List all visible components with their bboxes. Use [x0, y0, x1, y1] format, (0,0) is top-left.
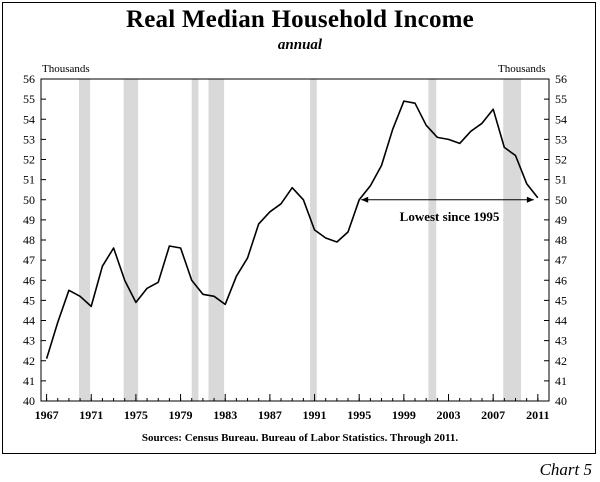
x-tick-label-2007: 2007	[481, 408, 505, 422]
x-tick-label-1987: 1987	[258, 408, 282, 422]
y-tick-label-right-51: 51	[555, 173, 567, 187]
y-tick-label-right-42: 42	[555, 354, 567, 368]
y-tick-label-right-53: 53	[555, 132, 567, 146]
y-tick-label-left-42: 42	[23, 354, 35, 368]
x-tick-label-1983: 1983	[213, 408, 237, 422]
x-tick-label-1995: 1995	[347, 408, 371, 422]
recession-band-3	[208, 79, 225, 401]
y-tick-label-right-54: 54	[555, 112, 567, 126]
y-tick-label-right-50: 50	[555, 193, 567, 207]
y-tick-label-left-45: 45	[23, 293, 35, 307]
y-axis-unit-right: Thousands	[498, 63, 546, 75]
y-tick-label-right-47: 47	[555, 253, 567, 267]
x-tick-label-2003: 2003	[437, 408, 461, 422]
y-tick-label-right-55: 55	[555, 92, 567, 106]
recession-band-2	[191, 79, 199, 401]
source-note: Sources: Census Bureau. Bureau of Labor …	[141, 432, 459, 444]
y-tick-label-right-52: 52	[555, 153, 567, 167]
recession-band-4	[310, 79, 317, 401]
y-tick-label-right-45: 45	[555, 293, 567, 307]
y-tick-label-left-40: 40	[23, 394, 35, 408]
y-tick-label-right-46: 46	[555, 273, 567, 287]
recession-band-6	[503, 79, 522, 401]
y-tick-label-right-49: 49	[555, 213, 567, 227]
y-tick-label-left-47: 47	[23, 253, 35, 267]
y-tick-label-left-55: 55	[23, 92, 35, 106]
plot-area-border	[40, 78, 550, 402]
series-line-income	[45, 100, 539, 359]
y-tick-label-left-44: 44	[23, 314, 35, 328]
y-tick-label-left-41: 41	[23, 374, 35, 388]
y-tick-label-right-44: 44	[555, 314, 567, 328]
recession-band-5	[428, 79, 437, 401]
annotation-arrowhead-right	[526, 196, 534, 203]
chart-frame	[2, 2, 596, 454]
y-tick-label-left-46: 46	[23, 273, 35, 287]
chart-title: Real Median Household Income	[126, 6, 474, 33]
y-tick-label-left-56: 56	[23, 72, 35, 86]
chart-subtitle: annual	[277, 37, 323, 53]
y-tick-label-left-48: 48	[23, 233, 35, 247]
recession-band-1	[123, 79, 139, 401]
annotation-arrowhead-left	[361, 196, 369, 203]
x-tick-label-1975: 1975	[124, 408, 148, 422]
y-tick-label-left-53: 53	[23, 132, 35, 146]
y-tick-label-left-50: 50	[23, 193, 35, 207]
y-tick-label-left-54: 54	[23, 112, 35, 126]
annotation-label: Lowest since 1995	[400, 209, 500, 224]
x-tick-label-1991: 1991	[303, 408, 327, 422]
x-tick-label-2011: 2011	[526, 408, 549, 422]
x-tick-label-1971: 1971	[79, 408, 103, 422]
y-tick-label-right-48: 48	[555, 233, 567, 247]
y-tick-label-left-51: 51	[23, 173, 35, 187]
y-tick-label-left-49: 49	[23, 213, 35, 227]
y-tick-label-right-43: 43	[555, 334, 567, 348]
y-tick-label-left-52: 52	[23, 153, 35, 167]
y-axis-unit-left: Thousands	[42, 63, 90, 75]
x-tick-label-1967: 1967	[35, 408, 59, 422]
y-tick-label-right-40: 40	[555, 394, 567, 408]
y-tick-label-left-43: 43	[23, 334, 35, 348]
x-tick-label-1979: 1979	[169, 408, 193, 422]
y-tick-label-right-56: 56	[555, 72, 567, 86]
chart-number: Chart 5	[539, 460, 592, 479]
x-tick-label-1999: 1999	[392, 408, 416, 422]
recession-band-0	[78, 79, 91, 401]
y-tick-label-right-41: 41	[555, 374, 567, 388]
